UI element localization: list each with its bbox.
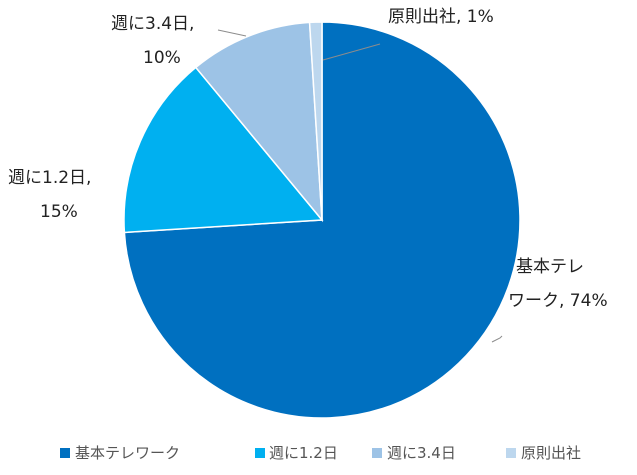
legend-label-34: 週に3.4日 — [387, 444, 456, 462]
data-label-34-line1: 週に3.4日, — [111, 14, 194, 34]
data-label-34-line2: 10% — [143, 48, 181, 68]
data-label-12-line1: 週に1.2日, — [8, 168, 91, 188]
leader-lines — [217, 29, 503, 343]
data-label-12-line2: 15% — [40, 202, 78, 222]
pie-slice-34 — [194, 21, 323, 223]
legend-swatch-12 — [255, 448, 265, 458]
leader-line-shussha — [322, 43, 381, 61]
legend-swatch-shussha — [506, 448, 516, 458]
pie-slice-shussha — [308, 21, 323, 221]
leader-line-kihon — [491, 335, 503, 343]
legend-label-12: 週に1.2日 — [269, 444, 338, 462]
legend-label-kihon: 基本テレワーク — [75, 444, 180, 462]
pie-slices — [123, 21, 521, 419]
data-label-kihon-line1: 基本テレ — [516, 257, 584, 277]
data-label-kihon-line2: ワーク, 74% — [508, 291, 608, 311]
legend-label-shussha: 原則出社 — [521, 444, 581, 462]
legend-swatch-34 — [372, 448, 382, 458]
legend: 基本テレワーク 週に1.2日 週に3.4日 原則出社 — [60, 444, 581, 462]
legend-swatch-kihon — [60, 448, 70, 458]
leader-line-34 — [217, 29, 247, 37]
pie-slice-12 — [123, 66, 324, 234]
data-label-shussha: 原則出社, 1% — [388, 7, 494, 27]
